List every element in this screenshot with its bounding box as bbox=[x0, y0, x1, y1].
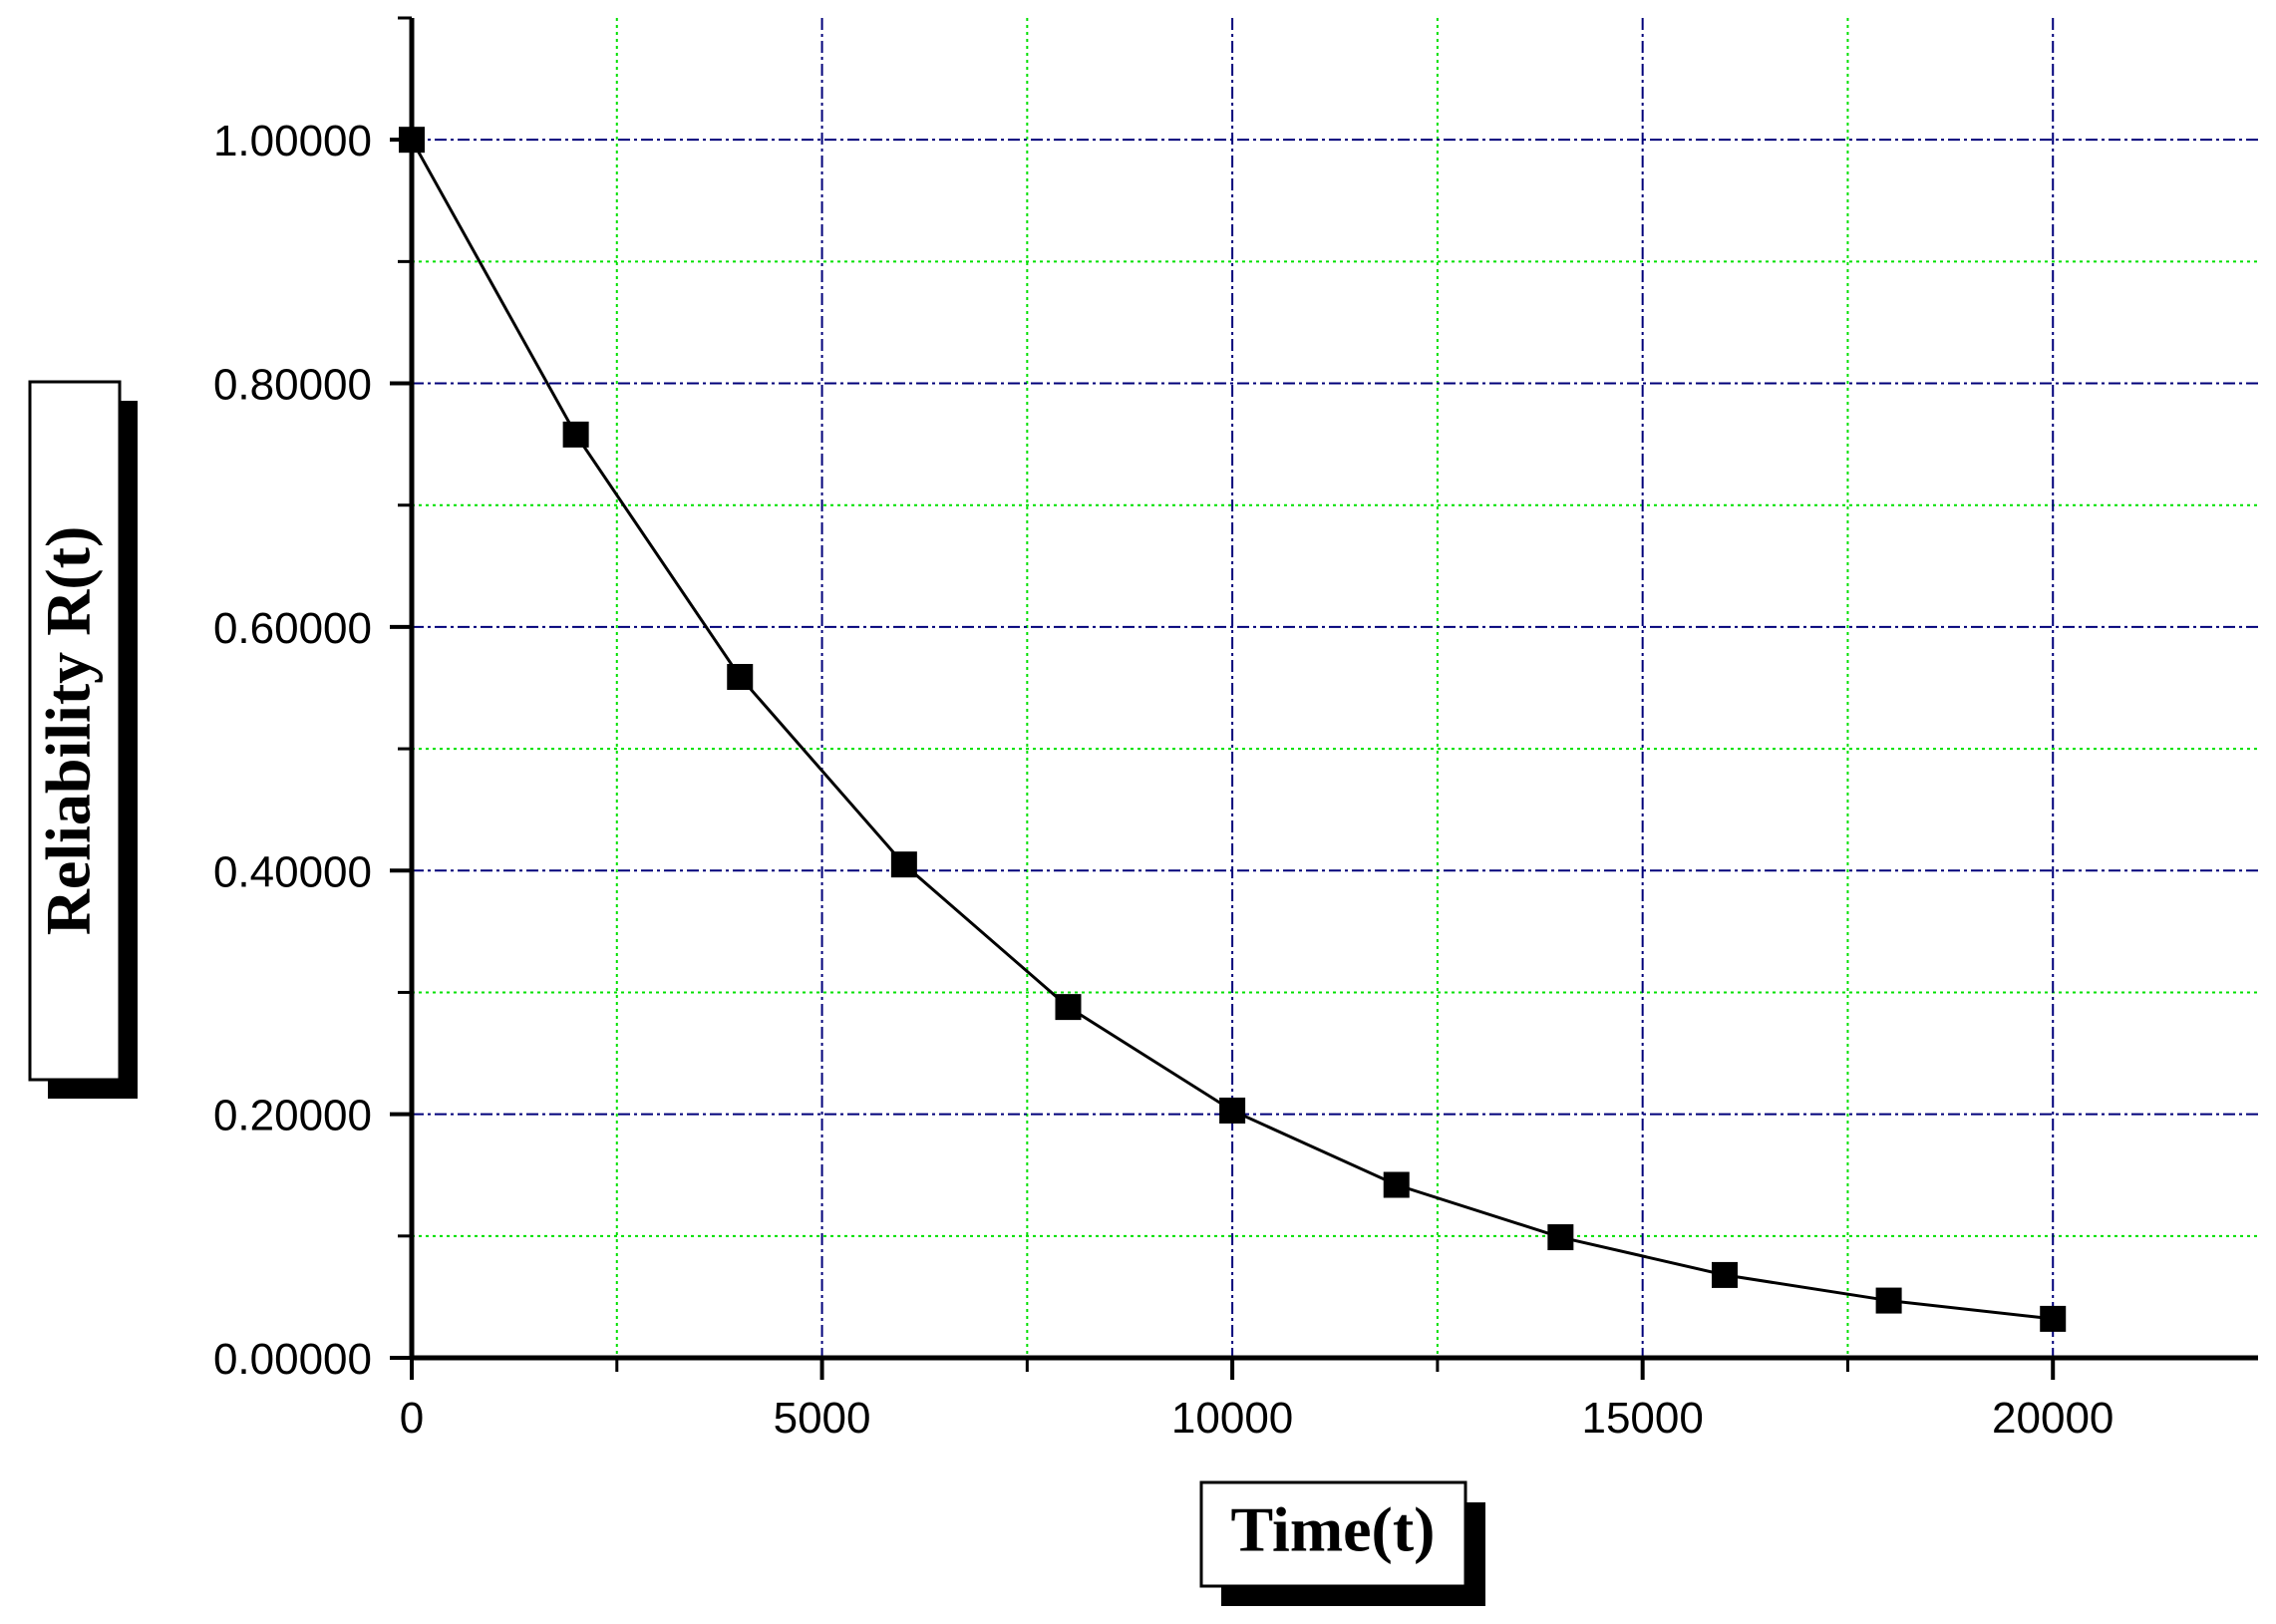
axes bbox=[409, 18, 2258, 1361]
data-point-marker bbox=[890, 851, 917, 878]
data-point-marker bbox=[1383, 1171, 1410, 1198]
x-tick-label: 10000 bbox=[1171, 1394, 1293, 1443]
series bbox=[399, 127, 2067, 1332]
data-point-marker bbox=[727, 664, 754, 691]
x-tick-label: 15000 bbox=[1581, 1394, 1703, 1443]
x-tick-label: 5000 bbox=[774, 1394, 871, 1443]
y-tick-label: 1.00000 bbox=[213, 117, 372, 165]
data-point-marker bbox=[399, 127, 425, 154]
data-point-marker bbox=[1219, 1097, 1246, 1124]
x-tick-label: 0 bbox=[400, 1394, 424, 1443]
y-tick-label: 0.80000 bbox=[213, 361, 372, 410]
y-axis-title: Reliability R(t) bbox=[33, 526, 104, 936]
data-point-marker bbox=[1711, 1261, 1738, 1288]
x-tick-label: 20000 bbox=[1992, 1394, 2113, 1443]
data-point-marker bbox=[1055, 994, 1082, 1021]
x-axis-title: Time(t) bbox=[1231, 1494, 1436, 1565]
y-tick-label: 0.00000 bbox=[213, 1335, 372, 1384]
ticks: 0 5000 10000 15000 20000 0.00000 0.20000 0.4000… bbox=[213, 16, 2113, 1443]
data-point-marker bbox=[1547, 1224, 1574, 1251]
y-tick-label: 0.40000 bbox=[213, 847, 372, 896]
x-axis-title-box: Time(t) bbox=[1199, 1480, 1485, 1606]
y-tick-label: 0.20000 bbox=[213, 1092, 372, 1140]
y-axis-title-box: Reliability R(t) bbox=[28, 380, 138, 1099]
data-point-marker bbox=[562, 421, 589, 448]
grid bbox=[412, 18, 2258, 1358]
data-point-marker bbox=[2040, 1305, 2067, 1332]
y-tick-label: 0.60000 bbox=[213, 604, 372, 653]
data-point-marker bbox=[1875, 1287, 1902, 1314]
